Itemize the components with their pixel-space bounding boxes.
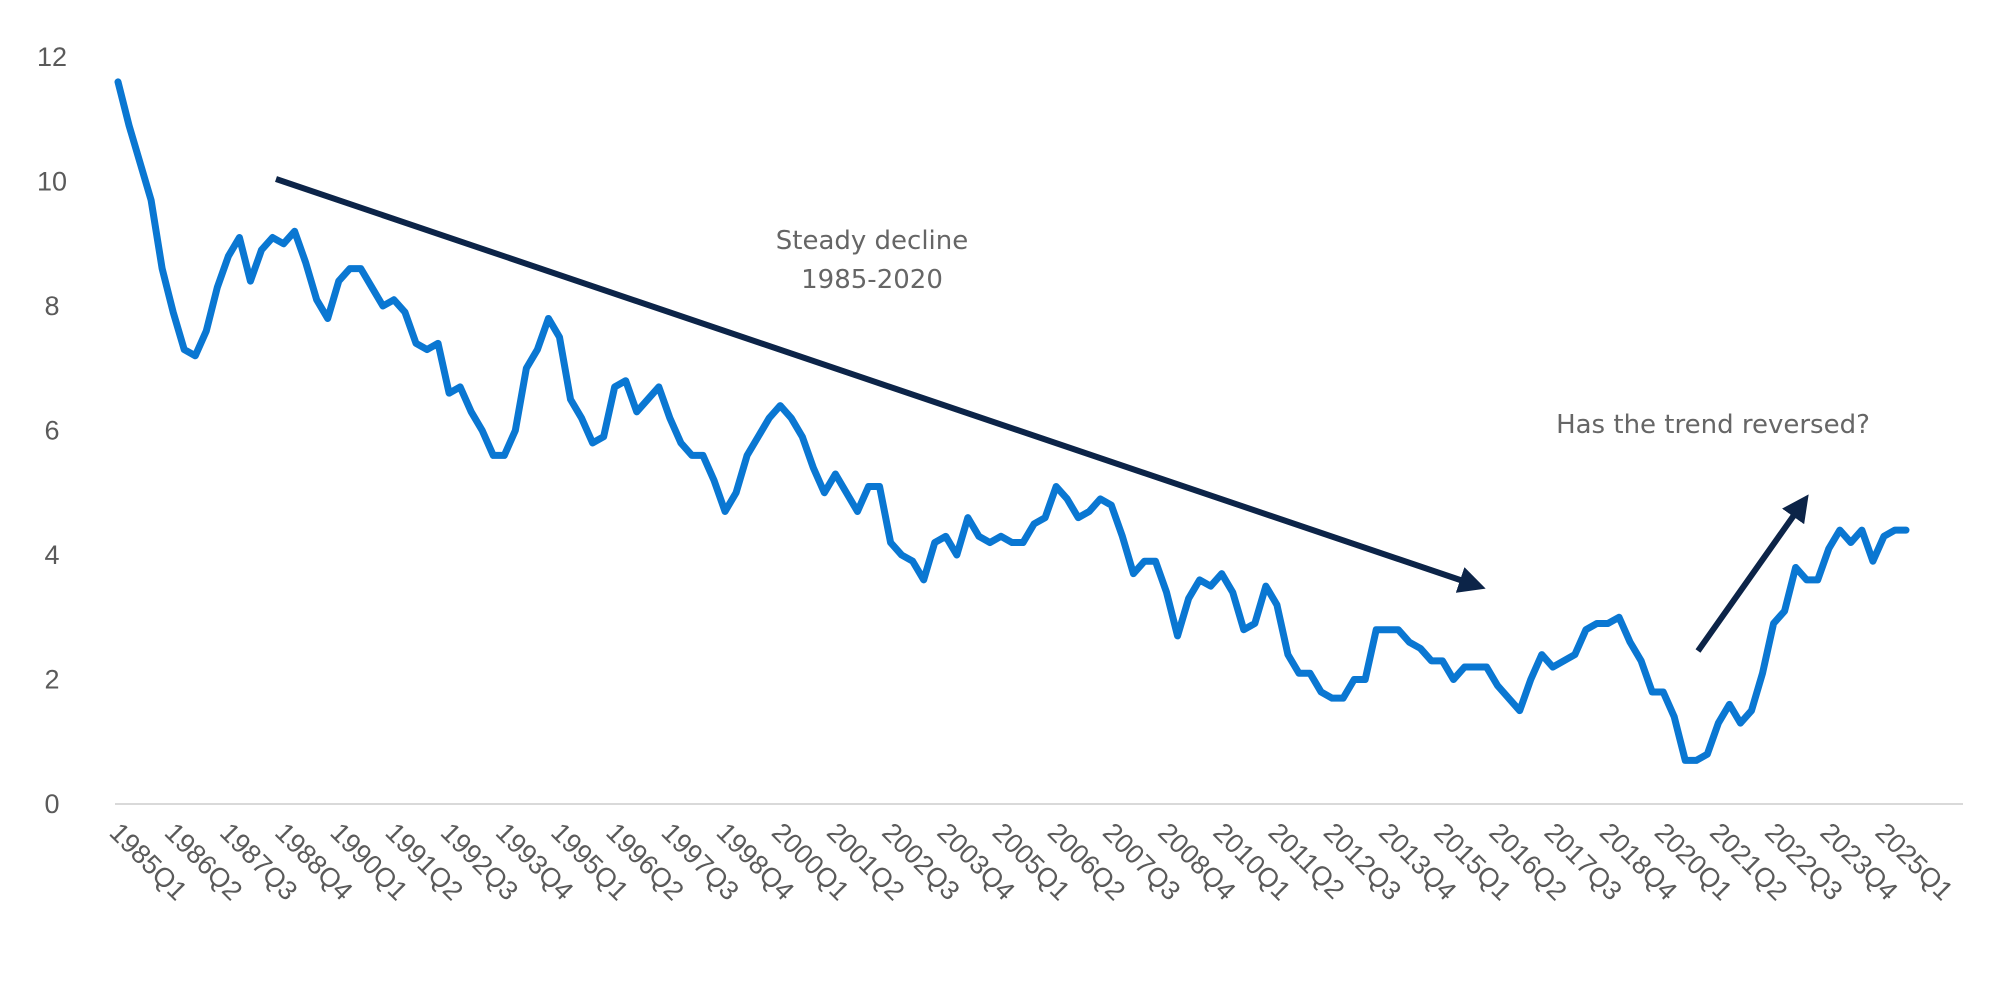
series-line	[114, 78, 1910, 764]
decline-annotation-line-1: Steady decline	[776, 226, 969, 256]
y-tick-label: 6	[44, 416, 59, 446]
y-tick-label: 2	[44, 665, 59, 695]
reversal-arrow	[1695, 494, 1809, 653]
x-axis: 1985Q11986Q21987Q31988Q41990Q11991Q21992…	[104, 817, 1959, 906]
y-tick-label: 12	[37, 42, 67, 72]
decline-arrow	[275, 176, 1486, 593]
y-tick-label: 8	[44, 291, 59, 321]
decline-annotation-line-2: 1985-2020	[801, 265, 943, 295]
y-tick-label: 10	[37, 167, 67, 197]
reversal-annotation: Has the trend reversed?	[1556, 410, 1870, 440]
y-tick-label: 4	[44, 540, 59, 570]
y-axis: 0 2 4 6 8 10 12	[37, 42, 67, 819]
y-tick-label: 0	[44, 789, 59, 819]
